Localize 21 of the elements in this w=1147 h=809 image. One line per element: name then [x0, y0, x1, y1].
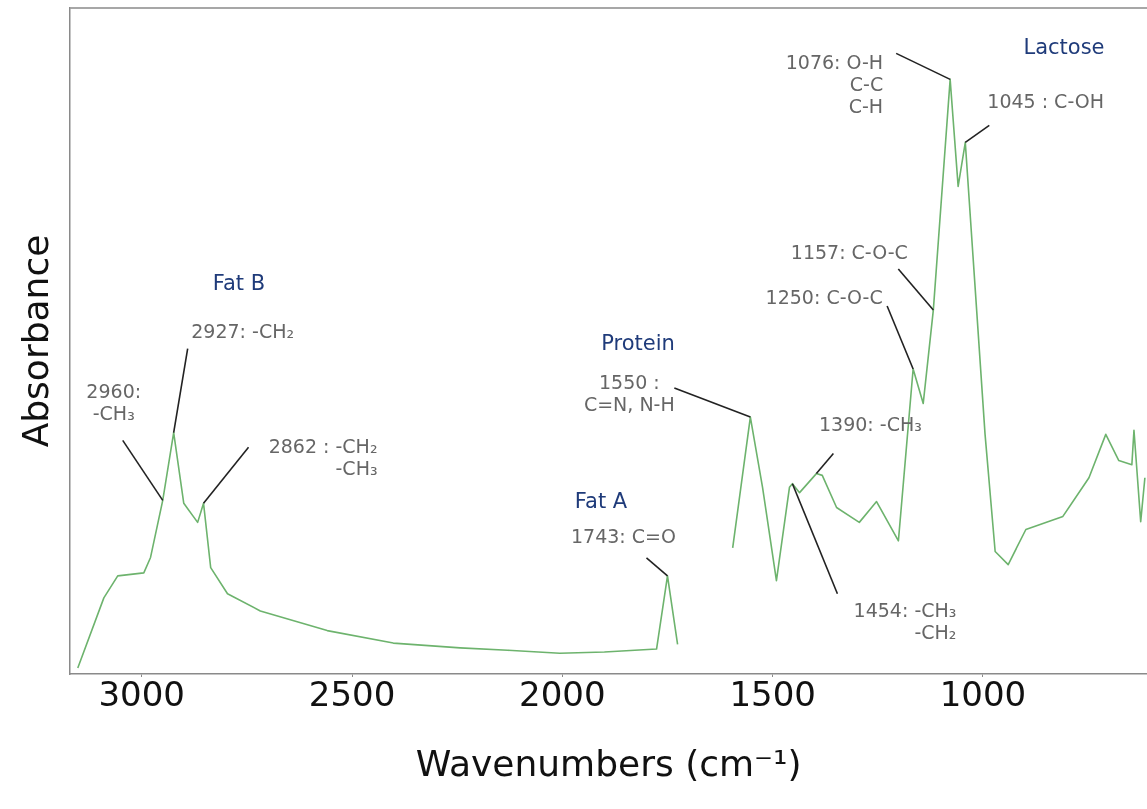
y-axis-title: Absorbance — [14, 234, 56, 448]
annotation: 1076: O-H C-C C-H — [785, 51, 884, 118]
annotation: Fat B — [212, 271, 266, 296]
annotation: 1454: -CH₃ -CH₂ — [853, 598, 957, 643]
annotation: Fat A — [574, 489, 628, 514]
x-axis-title: Wavenumbers (cm⁻¹) — [415, 742, 802, 784]
annotation: Protein — [601, 331, 675, 356]
text: Lactose — [1023, 35, 1105, 60]
annotation: 1045 : C-OH — [987, 90, 1105, 113]
annotation: 2960: -CH₃ — [86, 380, 142, 425]
x-tick-label: 1500 — [729, 674, 816, 715]
annotation: 1550 : C=N, N-H — [583, 371, 675, 416]
annotation: 2862 : -CH₂ -CH₃ — [268, 435, 378, 480]
x-tick-label: 2500 — [308, 674, 396, 715]
x-tick-label: 3000 — [98, 674, 185, 715]
annotation: 1743: C=O — [571, 524, 676, 547]
x-tick-label: 1000 — [939, 674, 1027, 715]
annotation: 1157: C-O-C — [790, 241, 908, 264]
annotation: 1250: C-O-C — [765, 285, 883, 308]
x-tick-label: 2000 — [519, 674, 606, 715]
annotation: 2927: -CH₂ — [191, 319, 295, 342]
